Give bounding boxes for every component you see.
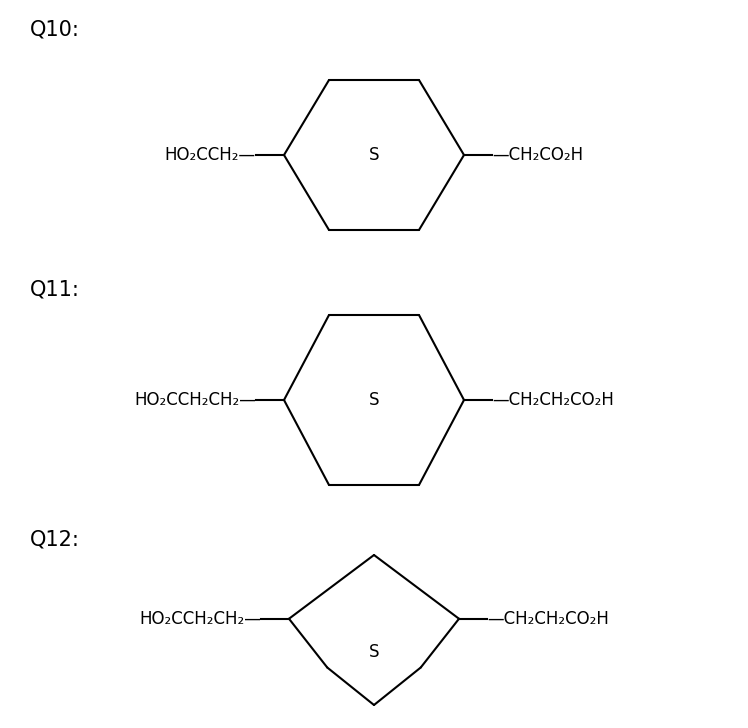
Text: —CH₂CH₂CO₂H: —CH₂CH₂CO₂H xyxy=(487,610,609,628)
Text: Q10:: Q10: xyxy=(30,20,80,40)
Text: Q12:: Q12: xyxy=(30,530,80,550)
Text: S: S xyxy=(369,391,379,409)
Text: Q11:: Q11: xyxy=(30,280,80,300)
Text: —CH₂CO₂H: —CH₂CO₂H xyxy=(492,146,583,164)
Text: S: S xyxy=(369,643,379,661)
Text: HO₂CCH₂CH₂—: HO₂CCH₂CH₂— xyxy=(139,610,261,628)
Text: S: S xyxy=(369,146,379,164)
Text: HO₂CCH₂—: HO₂CCH₂— xyxy=(165,146,256,164)
Text: —CH₂CH₂CO₂H: —CH₂CH₂CO₂H xyxy=(492,391,614,409)
Text: HO₂CCH₂CH₂—: HO₂CCH₂CH₂— xyxy=(134,391,256,409)
